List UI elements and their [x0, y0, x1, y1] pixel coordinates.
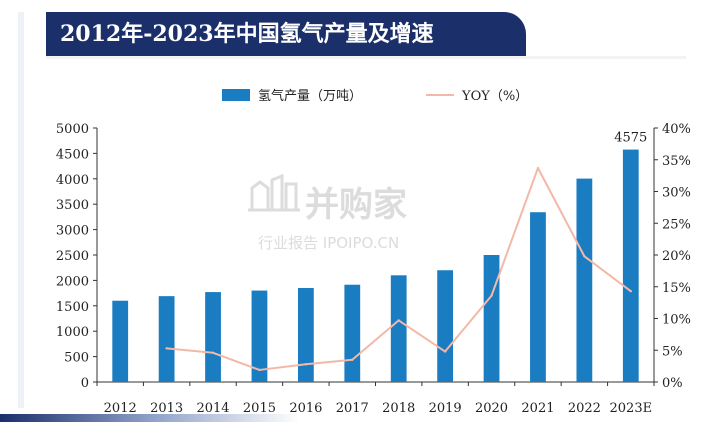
title-banner — [46, 12, 526, 56]
right-tick-label: 20% — [662, 249, 691, 264]
yoy-point — [304, 363, 308, 366]
x-tick-label: 2016 — [289, 401, 322, 416]
bar — [530, 212, 546, 382]
line-series — [165, 166, 632, 372]
bar — [483, 255, 500, 382]
right-tick-label: 0% — [662, 376, 683, 391]
right-tick-label: 10% — [662, 313, 691, 328]
left-accent-bar — [18, 12, 24, 408]
bar — [576, 178, 593, 382]
left-tick-label: 4000 — [56, 173, 89, 188]
bottom-accent-bar — [0, 414, 300, 422]
left-tick-label: 2500 — [56, 249, 89, 264]
left-tick-label: 1000 — [56, 325, 89, 340]
yoy-point — [211, 351, 215, 354]
legend-swatch-bar — [222, 89, 250, 101]
right-tick-label: 30% — [662, 186, 691, 201]
yoy-point — [629, 289, 632, 293]
x-tick-label: 2018 — [382, 401, 415, 416]
bar — [112, 300, 129, 382]
yoy-point — [351, 358, 354, 361]
watermark-text: 并购家 — [305, 185, 407, 225]
bar — [390, 275, 407, 382]
yoy-point — [165, 347, 168, 350]
left-tick-label: 2000 — [56, 274, 89, 289]
bar-series — [112, 149, 639, 382]
yoy-point — [490, 294, 493, 297]
watermark-logo-icon — [248, 173, 300, 212]
right-tick-label: 15% — [662, 281, 691, 296]
left-tick-label: 1500 — [56, 300, 89, 315]
title-underline — [46, 56, 686, 59]
left-tick-label: 3000 — [56, 224, 89, 239]
yoy-point — [536, 166, 540, 170]
x-tick-label: 2017 — [336, 401, 369, 416]
left-tick-label: 4500 — [56, 147, 89, 162]
watermark: 并购家 行业报告 IPOIPO.CN — [248, 173, 407, 252]
left-tick-label: 0 — [81, 376, 89, 391]
bar — [251, 290, 268, 382]
yoy-point — [258, 368, 261, 372]
axes: 0 500 1000 1500 2000 2500 3000 3500 4000 4500 5000… — [56, 122, 691, 416]
legend-label-line: YOY（%） — [461, 89, 528, 104]
right-tick-label: 35% — [662, 154, 691, 169]
bar — [205, 292, 221, 382]
bar — [297, 288, 314, 382]
left-tick-label: 3500 — [56, 198, 89, 213]
legend-label-bar: 氢气产量（万吨） — [258, 88, 362, 104]
watermark-subtext: 行业报告 IPOIPO.CN — [258, 234, 399, 252]
left-tick-label: 500 — [64, 351, 89, 366]
bar — [622, 149, 639, 382]
x-tick-label: 2023E — [610, 401, 653, 416]
legend: 氢气产量（万吨） YOY（%） — [222, 88, 528, 104]
yoy-point — [583, 255, 586, 258]
right-tick-label: 25% — [662, 217, 691, 232]
data-labels: 4575 — [614, 131, 647, 146]
bar — [344, 284, 361, 382]
bar — [437, 270, 454, 382]
left-tick-label: 5000 — [56, 122, 89, 137]
x-tick-label: 2022 — [568, 401, 601, 416]
x-tick-label: 2015 — [243, 401, 276, 416]
x-tick-label: 2013 — [150, 401, 183, 416]
data-label: 4575 — [614, 131, 647, 146]
yoy-point — [397, 319, 400, 322]
x-tick-label: 2014 — [196, 401, 229, 416]
bar — [158, 296, 175, 382]
x-tick-label: 2020 — [475, 401, 508, 416]
x-tick-label: 2012 — [104, 401, 137, 416]
x-tick-label: 2021 — [521, 401, 554, 416]
right-tick-label: 40% — [662, 122, 691, 137]
chart-title: 2012年-2023年中国氢气产量及增速 — [60, 21, 434, 47]
right-tick-label: 5% — [662, 344, 683, 359]
x-tick-label: 2019 — [429, 401, 462, 416]
yoy-point — [443, 350, 447, 353]
